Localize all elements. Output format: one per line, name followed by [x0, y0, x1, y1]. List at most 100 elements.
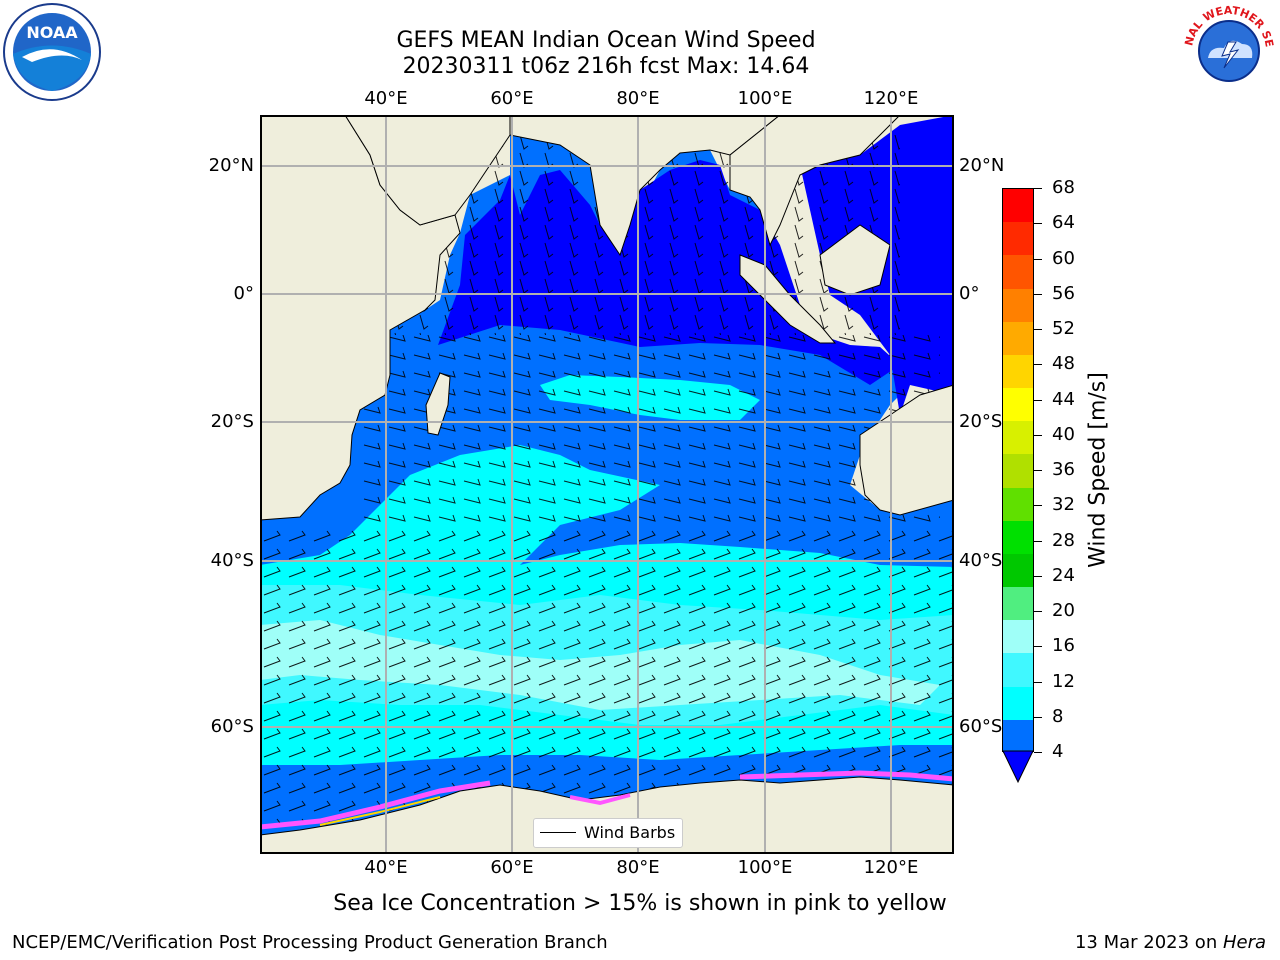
- colorbar-tick-label: 64: [1052, 212, 1075, 234]
- colorbar: [1002, 188, 1034, 784]
- sea-ice-caption: Sea Ice Concentration > 15% is shown in …: [333, 891, 947, 916]
- top-lon-tick: 40°E: [364, 88, 408, 109]
- land-antarctica: [260, 776, 954, 854]
- colorbar-tick-mark: [1034, 434, 1042, 436]
- colorbar-tick-mark: [1034, 575, 1042, 577]
- colorbar-segment: [1003, 487, 1033, 522]
- colorbar-tick-label: 8: [1052, 705, 1064, 727]
- colorbar-segment: [1003, 553, 1033, 588]
- colorbar-tick-mark: [1034, 329, 1042, 330]
- colorbar-segment: [1003, 255, 1033, 290]
- colorbar-segment: [1003, 421, 1033, 455]
- colorbar-segment: [1003, 686, 1033, 721]
- land-india: [509, 115, 781, 257]
- colorbar-tick-label: 28: [1052, 529, 1075, 551]
- right-lat-tick: 60°S: [959, 716, 1003, 737]
- colorbar-tick-mark: [1034, 611, 1042, 612]
- colorbar-segment: [1003, 354, 1033, 389]
- colorbar-segment: [1003, 587, 1033, 621]
- colorbar-segment: [1003, 288, 1033, 323]
- colorbar-tick-mark: [1034, 470, 1042, 471]
- map-panel: [260, 115, 954, 854]
- footer-credit: NCEP/EMC/Verification Post Processing Pr…: [12, 932, 608, 953]
- colorbar-tick-mark: [1034, 681, 1042, 683]
- colorbar-tick-label: 44: [1052, 388, 1075, 410]
- left-lat-tick: 20°N: [208, 155, 254, 176]
- footer-host: Hera: [1222, 932, 1266, 953]
- bottom-lon-tick: 120°E: [863, 857, 919, 878]
- colorbar-segment: [1003, 321, 1033, 356]
- gridlines: [260, 115, 954, 854]
- right-lat-tick: 40°S: [959, 550, 1003, 571]
- bottom-lon-tick: 100°E: [737, 857, 793, 878]
- colorbar-tick-label: 24: [1052, 564, 1075, 586]
- colorbar-tick-label: 20: [1052, 600, 1075, 621]
- colorbar-tick-mark: [1034, 646, 1042, 648]
- colorbar-segment: [1003, 388, 1033, 422]
- map-frame: [260, 115, 954, 854]
- colorbar-tick-label: 48: [1052, 353, 1075, 375]
- colorbar-segment: [1003, 653, 1033, 688]
- colorbar-label: Wind Speed [m/s]: [1085, 372, 1111, 568]
- colorbar-segment: [1003, 454, 1033, 489]
- colorbar-tick-mark: [1034, 364, 1042, 366]
- legend-line-icon: [540, 832, 576, 833]
- colorbar-tick-mark: [1034, 293, 1042, 295]
- sea-ice-fringe-mid: [569, 793, 631, 806]
- nws-logo: NATIONAL WEATHER SERVICE: [1175, 0, 1278, 100]
- map-svg: [260, 115, 954, 854]
- colorbar-tick-mark: [1034, 505, 1042, 507]
- noaa-logo: NOAA: [2, 2, 102, 102]
- land-se-asia: [729, 115, 901, 247]
- top-lon-tick: 60°E: [490, 88, 534, 109]
- left-lat-tick: 0°: [233, 283, 254, 304]
- colorbar-tick-mark: [1034, 752, 1042, 753]
- colorbar-under-arrow: [1002, 750, 1034, 784]
- colorbar-segment: [1003, 620, 1033, 654]
- title-line-2: 20230311 t06z 216h fcst Max: 14.64: [402, 54, 810, 79]
- right-lat-tick: 0°: [959, 283, 980, 304]
- colorbar-tick-label: 36: [1052, 459, 1075, 480]
- sea-ice-fringe-yellow: [319, 796, 441, 826]
- colorbar-tick-label: 12: [1052, 670, 1075, 692]
- right-lat-tick: 20°N: [959, 155, 1005, 176]
- wind-barbs-mid: [360, 335, 940, 525]
- colorbar-tick-label: 32: [1052, 494, 1075, 516]
- land-australia: [859, 384, 954, 516]
- colorbar-segment: [1003, 222, 1033, 256]
- footer-date: 13 Mar 2023 on Hera: [1075, 932, 1266, 953]
- left-lat-tick: 60°S: [210, 716, 254, 737]
- top-lon-tick: 120°E: [863, 88, 919, 109]
- colorbar-segment: [1003, 520, 1033, 555]
- right-lat-tick: 20°S: [959, 411, 1003, 432]
- colorbar-tick-mark: [1034, 399, 1042, 401]
- colorbar-tick-label: 16: [1052, 635, 1075, 657]
- colorbar-tick-mark: [1034, 716, 1042, 718]
- colorbar-tick-mark: [1034, 540, 1042, 542]
- colorbar-tick-mark: [1034, 258, 1042, 260]
- legend-label: Wind Barbs: [584, 823, 676, 842]
- left-lat-tick: 20°S: [210, 411, 254, 432]
- colorbar-tick-label: 40: [1052, 423, 1075, 445]
- sea-ice-fringe-west: [260, 780, 491, 830]
- svg-text:NOAA: NOAA: [26, 23, 78, 42]
- colorbar-tick-label: 4: [1052, 741, 1064, 762]
- bottom-lon-tick: 80°E: [616, 857, 660, 878]
- bottom-lon-tick: 60°E: [490, 857, 534, 878]
- top-lon-tick: 80°E: [616, 88, 660, 109]
- wind-barbs-legend: Wind Barbs: [533, 818, 683, 848]
- colorbar-tick-mark: [1034, 188, 1042, 189]
- title-line-1: GEFS MEAN Indian Ocean Wind Speed: [396, 28, 816, 53]
- colorbar-segment: [1003, 719, 1033, 754]
- colorbar-tick-label: 68: [1052, 177, 1075, 198]
- colorbar-tick-mark: [1034, 223, 1042, 225]
- sea-ice-fringe-east: [739, 770, 954, 782]
- colorbar-tick-label: 52: [1052, 318, 1075, 339]
- footer-date-text: 13 Mar 2023 on: [1074, 932, 1223, 953]
- bottom-lon-tick: 40°E: [364, 857, 408, 878]
- top-lon-tick: 100°E: [737, 88, 793, 109]
- land-madagascar: [425, 372, 451, 436]
- colorbar-tick-label: 60: [1052, 247, 1075, 269]
- colorbar-tick-label: 56: [1052, 282, 1075, 304]
- colorbar-segment: [1003, 189, 1033, 223]
